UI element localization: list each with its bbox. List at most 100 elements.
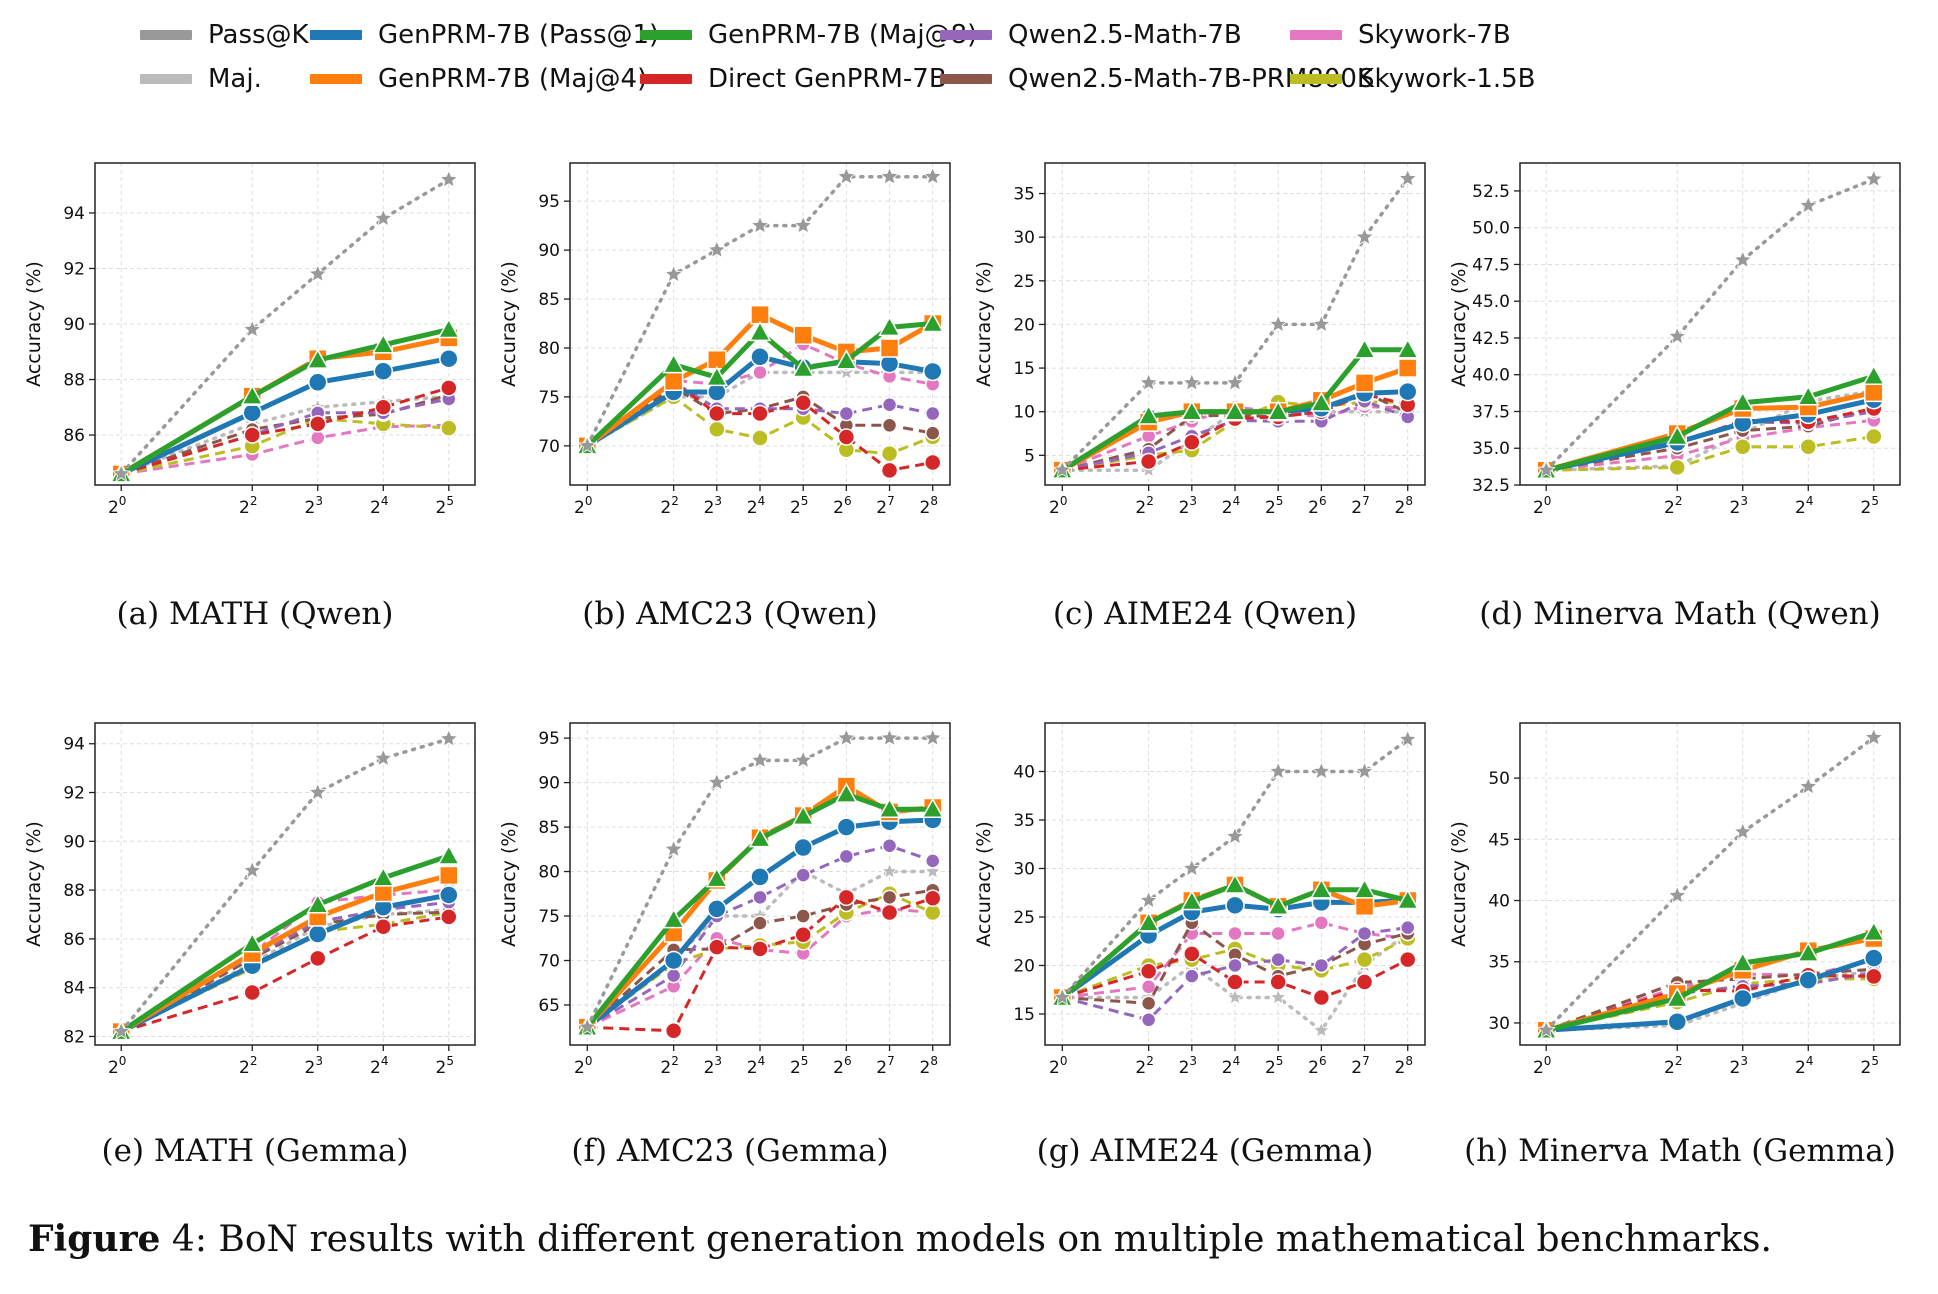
x-tick-label: 25	[1861, 494, 1879, 518]
y-tick-label: 35.0	[1472, 439, 1510, 459]
x-tick-label: 23	[305, 1054, 323, 1078]
data-point	[1139, 372, 1159, 392]
data-point	[1354, 373, 1375, 393]
series-pass-k	[111, 728, 459, 1040]
data-point	[924, 425, 941, 441]
y-tick-label: 40.0	[1472, 366, 1510, 386]
legend-label: Direct GenPRM-7B	[708, 64, 947, 94]
legend-label: GenPRM-7B (Maj@8)	[708, 20, 978, 50]
data-point	[1865, 427, 1883, 446]
data-point	[1312, 1021, 1330, 1038]
subcaption-g: (g) AIME24 (Gemma)	[1036, 1133, 1374, 1169]
figure-label: Figure	[28, 1218, 161, 1260]
data-point	[1798, 970, 1819, 990]
data-point	[837, 363, 855, 380]
data-point	[1270, 925, 1286, 942]
data-point	[1182, 858, 1202, 877]
figure-caption-text: : BoN results with different generation …	[194, 1219, 1772, 1260]
y-axis-label: Accuracy (%)	[1448, 821, 1470, 947]
chart-legend: Pass@K Maj. GenPRM-7B (Pass@1) GenPRM-7B (M…	[140, 20, 1920, 120]
x-tick-label: 25	[790, 494, 808, 518]
data-point	[439, 169, 459, 188]
data-point	[1733, 249, 1753, 269]
chart-svg: 7075808590952022232425262728Number of So…	[498, 162, 951, 518]
series-line	[1062, 399, 1409, 472]
data-point	[243, 426, 261, 444]
data-point	[1139, 962, 1158, 981]
data-point	[1356, 925, 1373, 942]
data-point	[878, 797, 901, 819]
data-point	[748, 827, 772, 848]
y-tick-label: 90	[63, 832, 85, 852]
subcaption-h: (h) Minerva Math (Gemma)	[1464, 1133, 1896, 1169]
data-point	[1355, 227, 1375, 246]
x-tick-label: 27	[1351, 494, 1369, 518]
y-tick-label: 92	[63, 259, 85, 279]
series-pass-k	[577, 728, 943, 1036]
y-tick-label: 32.5	[1472, 476, 1510, 496]
data-point	[921, 797, 945, 819]
data-point	[309, 415, 327, 433]
legend-item-genprm-7b-maj-8: GenPRM-7B (Maj@8)	[640, 20, 977, 50]
y-tick-label: 52.5	[1472, 182, 1510, 202]
y-tick-label: 75	[538, 907, 560, 927]
data-point	[1665, 424, 1689, 446]
y-tick-label: 37.5	[1472, 402, 1510, 422]
y-tick-label: 47.5	[1472, 255, 1510, 275]
data-point	[707, 772, 727, 791]
legend-label: Qwen2.5-Math-7B	[1008, 20, 1242, 50]
data-point	[1310, 391, 1333, 412]
y-tick-label: 85	[538, 290, 560, 310]
data-point	[1139, 890, 1159, 909]
data-point	[835, 349, 858, 370]
series-line	[1060, 737, 1410, 1000]
data-point	[750, 750, 770, 769]
series-line	[1061, 926, 1408, 1022]
data-point	[1864, 382, 1884, 403]
x-tick-label: 22	[239, 1054, 257, 1078]
data-point	[705, 365, 729, 387]
data-point	[1862, 920, 1886, 942]
data-point	[1313, 957, 1330, 974]
data-point	[439, 865, 459, 886]
panel-math-gemma: 828486889092942022232425Number of Soluti…	[20, 680, 490, 1100]
y-tick-label: 86	[63, 426, 85, 446]
x-tick-label: 23	[1179, 1054, 1197, 1078]
data-point	[1798, 195, 1818, 214]
data-point	[1266, 400, 1290, 421]
data-point	[242, 319, 262, 338]
data-point	[1667, 326, 1687, 345]
panel-minerva-gemma: 30354045502022232425Number of Solutions …	[1445, 680, 1915, 1100]
data-point	[1180, 400, 1204, 421]
series-line	[585, 174, 935, 448]
data-point	[1311, 314, 1331, 333]
data-point	[1864, 169, 1884, 188]
data-point	[752, 889, 768, 906]
x-tick-label: 26	[1308, 494, 1326, 518]
x-tick-label: 20	[1533, 494, 1551, 518]
y-tick-label: 45.0	[1472, 292, 1510, 312]
data-point	[881, 396, 898, 413]
data-point	[750, 215, 770, 234]
data-point	[1184, 968, 1200, 984]
y-tick-label: 80	[538, 863, 560, 883]
y-axis-label: Accuracy (%)	[23, 261, 45, 387]
data-point	[662, 908, 685, 929]
data-point	[1355, 761, 1375, 780]
data-point	[1183, 945, 1201, 963]
data-point	[306, 348, 330, 369]
subcaption-a: (a) MATH (Qwen)	[116, 596, 394, 632]
y-tick-label: 90	[538, 774, 560, 794]
data-point	[662, 353, 685, 374]
data-point	[308, 263, 328, 283]
data-point	[1536, 460, 1556, 479]
figure-number: 4	[160, 1219, 195, 1260]
series-genprm-7b-maj-8	[575, 782, 945, 1036]
panel-amc23-qwen: 7075808590952022232425262728Number of So…	[495, 120, 965, 540]
data-point	[793, 750, 813, 769]
data-point	[924, 862, 942, 879]
x-tick-label: 27	[1351, 1054, 1369, 1078]
series-genprm-7b-maj-8	[575, 311, 945, 455]
y-tick-label: 82	[63, 1027, 85, 1047]
y-tick-label: 84	[63, 979, 85, 999]
